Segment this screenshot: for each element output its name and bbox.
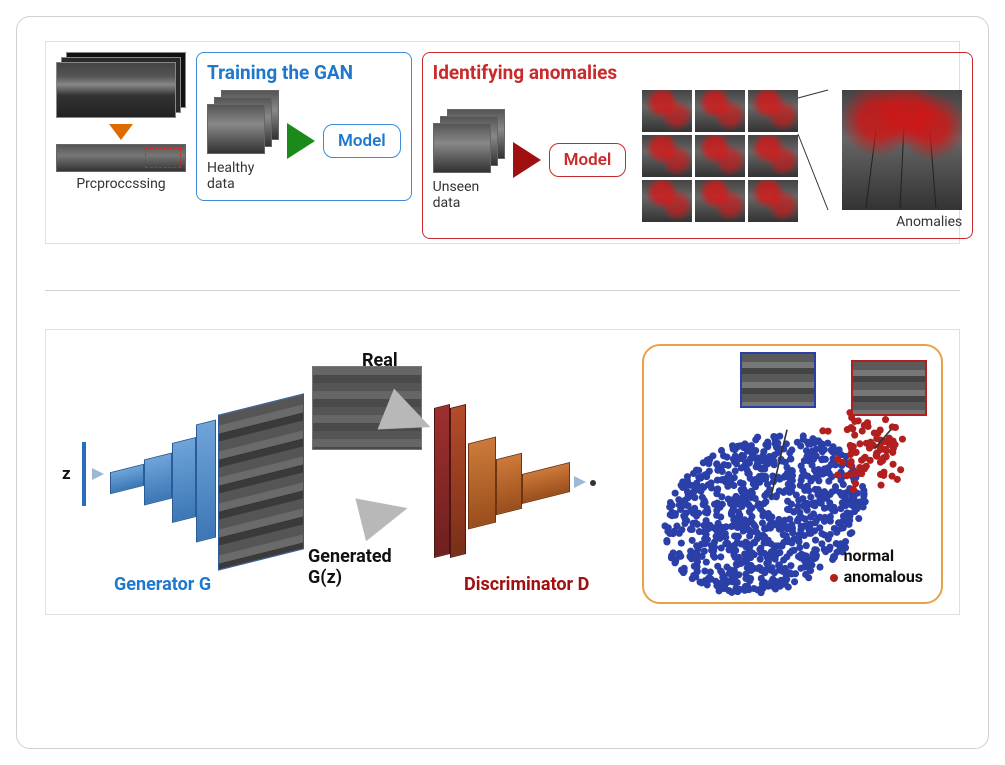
- anomaly-zoom: [842, 90, 962, 210]
- z-vector-icon: [82, 442, 86, 506]
- z-label: z: [62, 464, 71, 484]
- preprocessing-label: Prcproccssing: [76, 176, 165, 192]
- inset-anomalous-thumb: [851, 360, 927, 416]
- disc-out-arrow-icon: [574, 476, 586, 488]
- generator-label: Generator G: [114, 574, 211, 595]
- zoom-connector-icon: [798, 90, 828, 220]
- model-box-ident: Model: [549, 143, 627, 177]
- panel-identify-title: Identifying anomalies: [433, 61, 963, 84]
- figure-divider: [45, 290, 960, 291]
- latent-scatter-panel: normal anomalous: [642, 344, 943, 604]
- healthy-data-label: Healthy data: [207, 160, 279, 192]
- flattened-scan: [56, 144, 186, 172]
- generator-output-image: [218, 393, 304, 570]
- generated-label-line1: Generated: [308, 546, 392, 567]
- gan-diagram: z Generator G Real Generated G(z): [62, 344, 622, 604]
- unseen-thumb-stack: [433, 109, 505, 175]
- legend-normal: normal: [830, 545, 923, 567]
- roi-box: [145, 148, 181, 168]
- anomalies-label: Anomalies: [896, 214, 962, 230]
- anomaly-grid: [642, 90, 798, 222]
- model-box-train: Model: [323, 124, 401, 158]
- arrow-ident-icon: [513, 142, 541, 178]
- inset-normal-thumb: [740, 352, 816, 408]
- real-label: Real: [362, 350, 398, 371]
- disc-out-dot-icon: [590, 480, 596, 486]
- panel-training: Training the GAN Healthy data Model: [196, 52, 412, 201]
- generated-label-line2: G(z): [308, 567, 342, 588]
- preprocessing-block: Prcproccssing: [56, 52, 186, 192]
- panel-identify: Identifying anomalies Unseen data Model: [422, 52, 974, 239]
- healthy-thumb-stack: [207, 90, 279, 156]
- generated-label: Generated G(z): [308, 546, 392, 588]
- oct-volume-stack: [56, 52, 186, 122]
- arrow-gen-to-disc-icon: [355, 487, 412, 541]
- arrow-train-icon: [287, 123, 315, 159]
- down-arrow-icon: [109, 124, 133, 140]
- figure-card: Prcproccssing Training the GAN Healthy d…: [16, 16, 989, 749]
- architecture-figure: z Generator G Real Generated G(z): [45, 329, 960, 615]
- unseen-data-label: Unseen data: [433, 179, 505, 211]
- panel-training-title: Training the GAN: [207, 61, 401, 84]
- legend-anomalous: anomalous: [830, 566, 923, 588]
- anomaly-pointer-lines: [842, 90, 962, 210]
- discriminator-label: Discriminator D: [464, 574, 589, 595]
- z-arrow-icon: [92, 468, 104, 480]
- scatter-legend: normal anomalous: [830, 545, 923, 588]
- pipeline-figure: Prcproccssing Training the GAN Healthy d…: [45, 41, 960, 244]
